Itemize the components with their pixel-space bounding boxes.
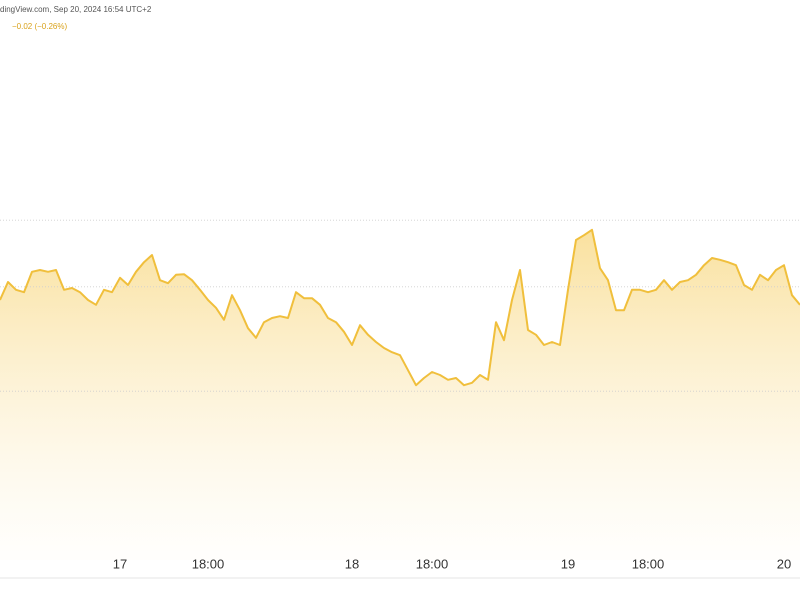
x-tick-label: 18:00 [632,556,665,571]
area-fill [0,229,800,561]
x-tick-label: 18:00 [192,556,225,571]
price-line [0,228,800,387]
x-tick-label: 18 [345,556,359,571]
x-tick-label: 19 [561,556,575,571]
x-tick-label: 17 [113,556,127,571]
x-tick-label: 20 [777,556,791,571]
x-tick-label: 18:00 [416,556,449,571]
change-text: −0.02 (−0.26%) [12,22,67,31]
source-text: dingView.com, Sep 20, 2024 16:54 UTC+2 [0,5,152,14]
